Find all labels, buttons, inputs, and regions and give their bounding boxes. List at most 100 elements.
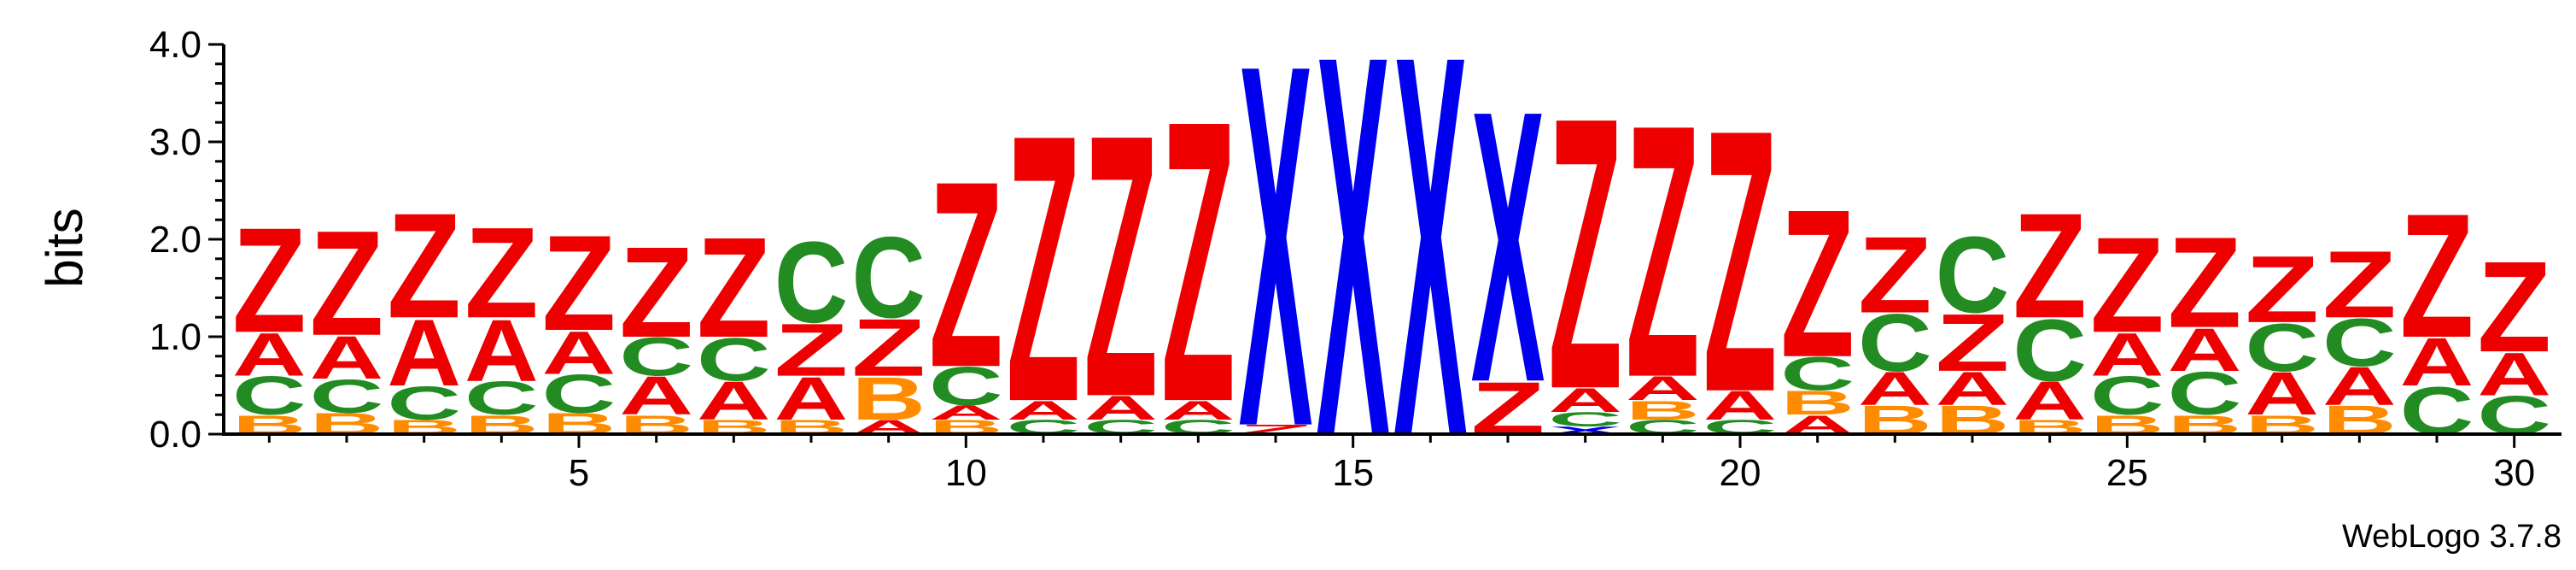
logo-letter-z: Z <box>2168 210 2242 355</box>
x-tick-label: 10 <box>945 452 987 494</box>
logo-letter-z: Z <box>851 302 926 393</box>
logo-letter-a: A <box>1936 361 2010 415</box>
x-tick-label: 20 <box>1720 452 1761 494</box>
weblogo-credit: WebLogo 3.7.8 <box>2342 519 2561 555</box>
logo-letter-c: C <box>851 214 926 343</box>
logo-letter-a: A <box>1703 383 1778 428</box>
logo-letter-z: Z <box>387 182 461 350</box>
logo-letter-z: Z <box>2012 182 2087 350</box>
x-tick-label: 25 <box>2106 452 2148 494</box>
logo-letter-a: A <box>774 364 849 432</box>
logo-letter-a: A <box>2012 371 2087 432</box>
logo-letter-c: C <box>2012 301 2087 399</box>
logo-letter-z: Z <box>619 220 693 365</box>
logo-letter-a: A <box>387 299 461 406</box>
logo-column-11: CAZ <box>1007 57 1081 482</box>
y-tick-label: 2.0 <box>149 219 202 261</box>
logo-letter-z: Z <box>1548 38 1622 470</box>
logo-letter-z: Z <box>774 308 849 391</box>
logo-letter-c: C <box>2090 366 2164 426</box>
logo-letter-b: B <box>851 364 926 432</box>
logo-letter-a: A <box>2477 340 2551 408</box>
logo-column-17: ZX <box>1471 30 1545 463</box>
y-tick-label: 0.0 <box>149 414 202 455</box>
y-axis-title: bits <box>36 208 93 287</box>
logo-columns: BCAZBCAZBCAZBCAZBCAZBACZBACZBAZCABZCBACZ… <box>232 0 2551 550</box>
logo-letter-b: B <box>1626 395 1700 426</box>
y-ticks: 0.0 1.0 2.0 3.0 4.0 <box>149 24 224 455</box>
x-tick-label: 15 <box>1332 452 1374 494</box>
logo-letter-a: A <box>1626 369 1700 408</box>
logo-letter-z: Z <box>2245 237 2319 343</box>
logo-letter-a: A <box>310 323 384 391</box>
logo-column-30: CAZ <box>2477 235 2551 446</box>
logo-letter-x: X <box>1393 0 1468 550</box>
logo-letter-z: Z <box>310 199 384 367</box>
logo-letter-c: C <box>929 356 1003 417</box>
logo-column-16: X <box>1393 0 1468 550</box>
logo-letter-c: C <box>310 369 384 423</box>
logo-letter-b: B <box>1780 384 1855 422</box>
logo-letter-a: A <box>619 366 693 426</box>
logo-letter-x: X <box>1316 0 1390 550</box>
logo-letter-c: C <box>542 364 616 425</box>
logo-letter-c: C <box>1548 408 1622 431</box>
logo-letter-z: Z <box>1084 56 1158 475</box>
logo-letter-c: C <box>774 218 849 347</box>
logo-column-14: ZX <box>1239 0 1313 534</box>
logo-letter-a: A <box>232 320 307 389</box>
logo-letter-c: C <box>2245 309 2319 385</box>
logo-letter-a: A <box>1007 395 1081 426</box>
logo-letter-a: A <box>2168 315 2242 384</box>
logo-letter-a: A <box>1084 389 1158 427</box>
logo-letter-z: Z <box>542 206 616 358</box>
logo-letter-c: C <box>1936 214 2010 336</box>
logo-letter-z: Z <box>1703 51 1778 470</box>
logo-letter-a: A <box>2322 356 2397 417</box>
logo-letter-c: C <box>2168 360 2242 428</box>
logo-letter-a: A <box>929 402 1003 424</box>
logo-letter-z: Z <box>232 197 307 364</box>
logo-letter-a: A <box>464 301 539 399</box>
logo-letter-a: A <box>542 319 616 387</box>
logo-letter-c: C <box>232 366 307 426</box>
x-tick-label: 5 <box>569 452 589 494</box>
y-tick-label: 1.0 <box>149 316 202 358</box>
logo-letter-a: A <box>2400 324 2474 400</box>
logo-letter-z: Z <box>1007 57 1081 482</box>
logo-letter-a: A <box>1161 395 1235 426</box>
y-tick-label: 4.0 <box>149 24 202 66</box>
logo-letter-z: Z <box>2400 176 2474 374</box>
logo-letter-c: C <box>1858 297 1932 389</box>
logo-letter-a: A <box>2090 320 2164 389</box>
logo-letter-a: A <box>1548 381 1622 420</box>
logo-letter-a: A <box>2245 360 2319 428</box>
logo-letter-a: A <box>1858 361 1932 415</box>
logo-letter-z: Z <box>1936 297 2010 389</box>
logo-letter-z: Z <box>697 208 771 367</box>
logo-letter-c: C <box>387 376 461 430</box>
logo-column-13: CAZ <box>1161 37 1235 485</box>
logo-column-15: X <box>1316 0 1390 550</box>
x-ticks: 5 10 15 20 25 30 <box>267 434 2535 494</box>
logo-letter-c: C <box>1780 347 1855 401</box>
y-tick-label: 3.0 <box>149 121 202 163</box>
logo-letter-c: C <box>464 372 539 426</box>
